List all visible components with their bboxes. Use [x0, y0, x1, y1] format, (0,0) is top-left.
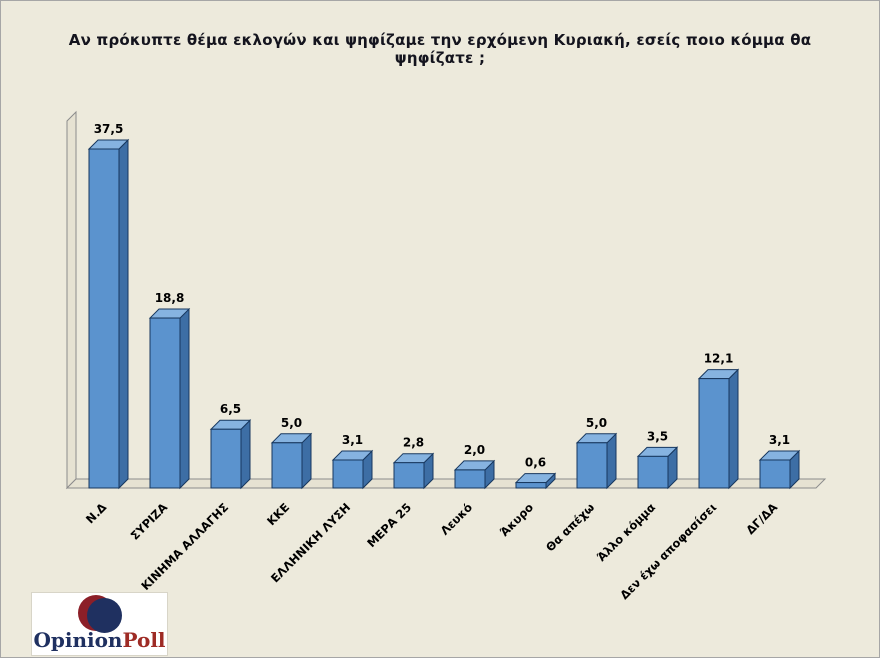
bar-front-face [637, 455, 669, 489]
x-axis-category-label: Άκυρο [497, 500, 536, 539]
bar-value-label: 37,5 [94, 122, 124, 136]
bar-side-face [179, 307, 190, 490]
chart-title: Αν πρόκυπτε θέμα εκλογών και ψηφίζαμε τη… [68, 31, 812, 67]
bar-front-face [759, 459, 791, 489]
bar-front-face [332, 459, 364, 489]
bar-front-face [698, 378, 730, 489]
logo-wordmark: OpinionPoll [32, 628, 167, 652]
x-axis-category-label: Ν.Δ [83, 500, 109, 526]
bar-front-face [576, 442, 608, 489]
bar-front-face [515, 482, 547, 489]
logo-word-poll: Poll [122, 628, 166, 652]
opinionpoll-logo: OpinionPoll [31, 592, 168, 656]
bar-value-label: 3,1 [769, 433, 790, 447]
x-axis-category-label: ΜΕΡΑ 25 [364, 500, 414, 550]
logo-sphere-icon [78, 595, 124, 635]
x-axis-category-label: Άλλο κόμμα [594, 500, 658, 564]
x-axis-category-label: ΣΥΡΙΖΑ [128, 500, 171, 543]
bar-front-face [210, 428, 242, 489]
bar-value-label: 5,0 [281, 416, 302, 430]
bar-value-label: 2,0 [464, 443, 485, 457]
bar-front-face [454, 469, 486, 489]
bar-value-label: 5,0 [586, 416, 607, 430]
x-axis-category-label: Θα απέχω [543, 500, 597, 554]
bar-value-label: 0,6 [525, 456, 546, 470]
bar-front-face [88, 148, 120, 489]
x-axis-category-label: Λευκό [438, 500, 476, 538]
bar-value-label: 18,8 [155, 291, 185, 305]
bar-side-face [728, 368, 739, 490]
bar-side-face [240, 419, 251, 490]
bar-front-face [149, 317, 181, 489]
x-axis-category-label: ΚΚΕ [264, 500, 292, 528]
bar-value-label: 3,5 [647, 429, 668, 443]
bar-front-face [393, 462, 425, 489]
y-axis-wall [66, 110, 77, 490]
floor-wall [65, 478, 827, 489]
bar-value-label: 12,1 [704, 352, 734, 366]
logo-sphere-navy-part [87, 598, 122, 633]
bar-value-label: 3,1 [342, 433, 363, 447]
logo-word-opinion: Opinion [33, 628, 123, 652]
bar-side-face [118, 138, 129, 490]
bar-value-label: 2,8 [403, 436, 424, 450]
bar-front-face [271, 442, 303, 489]
bar-value-label: 6,5 [220, 402, 241, 416]
x-axis-category-label: ΔΓ/ΔΑ [743, 500, 780, 537]
